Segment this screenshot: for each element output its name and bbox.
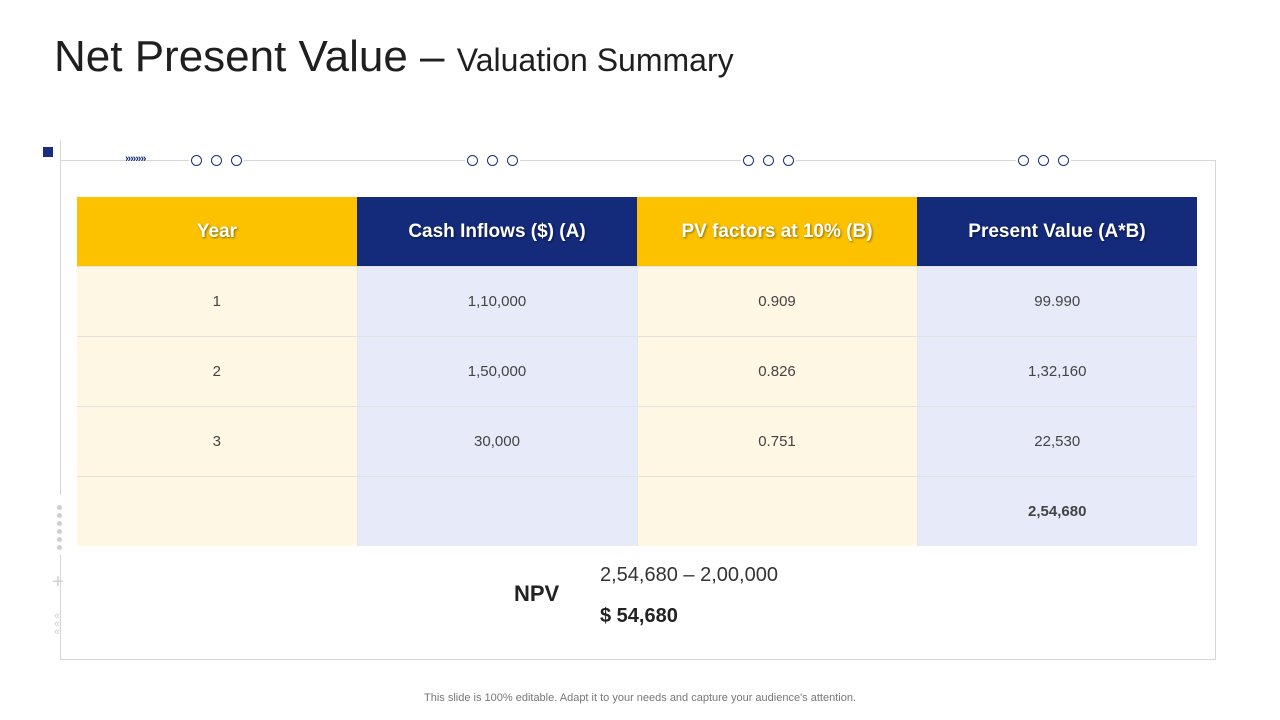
circle-icon	[467, 155, 478, 166]
circle-icon	[211, 155, 222, 166]
dot-icon	[57, 545, 62, 550]
corner-square-icon	[43, 147, 53, 157]
cell-empty	[636, 476, 917, 546]
cell-empty	[77, 476, 357, 546]
header-year: Year	[77, 197, 357, 267]
cell-present-value: 22,530	[916, 406, 1197, 477]
npv-formula: 2,54,680 – 2,00,000	[600, 564, 778, 586]
vertical-dots-decoration	[57, 505, 62, 550]
table-header-row: Year Cash Inflows ($) (A) PV factors at …	[77, 197, 1197, 267]
dot-icon	[57, 505, 62, 510]
table-row: 2 1,50,000 0.826 1,32,160	[77, 336, 1197, 407]
circle-icon	[1018, 155, 1029, 166]
circles-decoration-1	[189, 155, 244, 166]
dot-icon	[57, 537, 62, 542]
frame-left-line	[60, 140, 61, 495]
cell-pv-factor: 0.909	[636, 266, 917, 337]
page-title: Net Present Value – Valuation Summary	[54, 32, 734, 82]
circles-decoration-4	[1016, 155, 1071, 166]
frame-left-line-lower	[60, 555, 61, 660]
cell-pv-factor: 0.751	[636, 406, 917, 477]
circle-icon	[231, 155, 242, 166]
title-subtitle: Valuation Summary	[456, 42, 734, 78]
cell-cash-inflow: 1,10,000	[356, 266, 637, 337]
cell-total-present-value: 2,54,680	[916, 476, 1197, 546]
dot-icon	[57, 529, 62, 534]
circle-icon	[487, 155, 498, 166]
circle-icon	[783, 155, 794, 166]
cell-year: 1	[77, 266, 357, 337]
title-main: Net Present Value	[54, 32, 408, 81]
cell-pv-factor: 0.826	[636, 336, 917, 407]
table-total-row: 2,54,680	[77, 476, 1197, 546]
dot-icon	[57, 521, 62, 526]
circle-icon	[763, 155, 774, 166]
circle-icon	[743, 155, 754, 166]
cell-present-value: 1,32,160	[916, 336, 1197, 407]
cell-year: 2	[77, 336, 357, 407]
circle-icon	[1038, 155, 1049, 166]
footer-note: This slide is 100% editable. Adapt it to…	[424, 692, 856, 704]
circle-icon	[507, 155, 518, 166]
circles-decoration-3	[741, 155, 796, 166]
cell-cash-inflow: 1,50,000	[356, 336, 637, 407]
cell-year: 3	[77, 406, 357, 477]
title-dash: –	[407, 32, 457, 81]
content-frame	[60, 160, 1216, 660]
header-cash-inflows: Cash Inflows ($) (A)	[357, 197, 637, 267]
circles-decoration-2	[465, 155, 520, 166]
chevrons-down-icon: «««	[54, 610, 61, 638]
plus-icon: +	[52, 571, 64, 593]
valuation-table: Year Cash Inflows ($) (A) PV factors at …	[77, 197, 1197, 546]
cell-present-value: 99.990	[916, 266, 1197, 337]
cell-empty	[356, 476, 637, 546]
npv-result: $ 54,680	[600, 605, 678, 627]
table-row: 3 30,000 0.751 22,530	[77, 406, 1197, 477]
dot-icon	[57, 513, 62, 518]
header-present-value: Present Value (A*B)	[917, 197, 1197, 267]
circle-icon	[1058, 155, 1069, 166]
chevrons-right-icon: »»»»	[125, 150, 147, 168]
npv-label: NPV	[514, 581, 560, 606]
circle-icon	[191, 155, 202, 166]
cell-cash-inflow: 30,000	[356, 406, 637, 477]
table-row: 1 1,10,000 0.909 99.990	[77, 266, 1197, 337]
header-pv-factors: PV factors at 10% (B)	[637, 197, 917, 267]
